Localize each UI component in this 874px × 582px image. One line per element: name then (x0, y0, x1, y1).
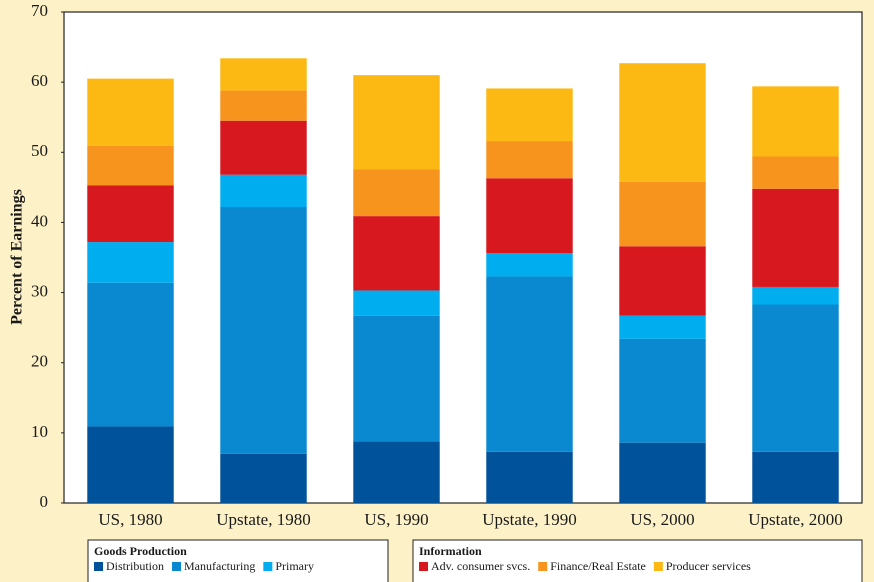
bar-segment (619, 315, 706, 339)
plot-area (63, 11, 863, 504)
bar-segment (353, 216, 440, 291)
bar-segment (353, 315, 440, 442)
legend-label: Producer services (666, 559, 751, 573)
bar-segment (752, 156, 839, 189)
y-tick-label: 10 (31, 422, 48, 441)
legend-label: Manufacturing (184, 559, 255, 573)
y-tick-label: 40 (31, 211, 48, 230)
x-tick-label: Upstate, 2000 (748, 510, 842, 529)
x-tick-label: Upstate, 1980 (216, 510, 310, 529)
y-tick-label: 0 (40, 492, 49, 511)
marks (87, 58, 839, 503)
bar-segment (752, 188, 839, 287)
bar-segment (220, 206, 307, 454)
legend-label: Primary (275, 559, 314, 573)
bar-segment (353, 75, 440, 170)
legend-swatch (263, 562, 273, 571)
bar-segment (220, 453, 307, 503)
x-tick-label: US, 1980 (98, 510, 162, 529)
bar-segment (220, 174, 307, 207)
y-tick-label: 70 (31, 1, 48, 20)
legend-swatch (653, 562, 663, 571)
bar-segment (752, 451, 839, 503)
bar-segment (619, 63, 706, 182)
bar-segment (486, 253, 573, 277)
bar-segment (353, 441, 440, 503)
legend-swatch (538, 562, 548, 571)
bar-segment (619, 338, 706, 443)
bar-segment (619, 181, 706, 247)
bar-segment (87, 282, 174, 427)
bar-segment (87, 242, 174, 283)
x-tick-label: Upstate, 1990 (482, 510, 576, 529)
y-axis-title: Percent of Earnings (9, 189, 26, 325)
bar-segment (87, 185, 174, 243)
bar-segment (87, 78, 174, 146)
y-tick-label: 50 (31, 141, 48, 160)
bar-segment (87, 145, 174, 186)
y-tick-label: 20 (31, 352, 48, 371)
legend-label: Adv. consumer svcs. (431, 559, 530, 573)
legend-swatch (419, 562, 428, 571)
bar-segment (87, 426, 174, 503)
bar-segment (220, 90, 307, 121)
bar-segment (486, 141, 573, 179)
bar-segment (220, 58, 307, 91)
bar-segment (619, 442, 706, 503)
legend-label: Distribution (106, 559, 164, 573)
bar-segment (486, 276, 573, 452)
x-tick-label: US, 1990 (364, 510, 428, 529)
bar-segment (486, 88, 573, 142)
legend-group-title: Goods Production (94, 544, 187, 558)
x-tick-label: US, 2000 (630, 510, 694, 529)
bar-segment (220, 120, 307, 175)
bar-segment (752, 304, 839, 452)
bar-segment (486, 451, 573, 503)
bar-segment (752, 86, 839, 157)
bar-segment (486, 178, 573, 254)
legend-group-title: Information (419, 544, 482, 558)
legend-box (87, 539, 389, 582)
y-tick-label: 30 (31, 281, 48, 300)
bar-segment (353, 169, 440, 217)
bar-segment (619, 246, 706, 316)
legend-label: Finance/Real Estate (550, 559, 646, 573)
y-tick-label: 60 (31, 71, 48, 90)
bar-segment (752, 286, 839, 305)
legend-swatch (172, 562, 182, 571)
legend-box (412, 539, 863, 582)
bar-segment (353, 290, 440, 316)
legend-swatch (94, 562, 103, 571)
